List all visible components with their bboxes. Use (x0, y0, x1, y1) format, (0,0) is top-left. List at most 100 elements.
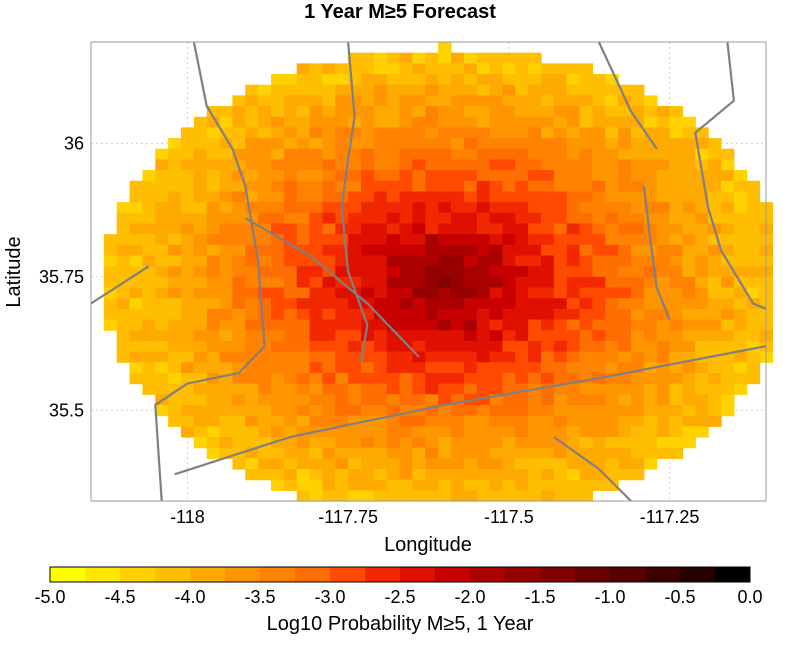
heatmap-cell (155, 212, 169, 225)
heatmap-cell (463, 372, 478, 385)
heatmap-cell (335, 458, 349, 470)
heatmap-cell (206, 340, 221, 353)
heatmap-cell (361, 52, 375, 64)
heatmap-cell (412, 458, 426, 470)
heatmap-cell (155, 244, 169, 257)
heatmap-cell (425, 319, 439, 331)
heatmap-cell (592, 468, 606, 481)
heatmap-cell (296, 458, 311, 470)
heatmap-cell (631, 159, 645, 171)
heatmap-cell (541, 468, 555, 481)
heatmap-cell (335, 244, 349, 257)
heatmap-cell (618, 116, 632, 128)
heatmap-cell (296, 447, 311, 459)
heatmap-cell (631, 372, 645, 385)
heatmap-cell (746, 191, 761, 203)
heatmap-cell (322, 426, 336, 438)
heatmap-cell (348, 159, 362, 171)
heatmap-cell (528, 84, 542, 96)
heatmap-cell (309, 95, 324, 107)
heatmap-cell (502, 276, 516, 289)
heatmap-cell (258, 159, 272, 171)
heatmap-cell (373, 287, 388, 299)
heatmap-cell (361, 426, 375, 438)
heatmap-cell (515, 340, 529, 353)
heatmap-cell (618, 95, 632, 107)
heatmap-cell (605, 138, 619, 150)
heatmap-cell (618, 319, 632, 331)
heatmap-cell (296, 479, 311, 491)
heatmap-cell (373, 266, 388, 278)
heatmap-cell (271, 116, 285, 128)
heatmap-cell (283, 319, 298, 331)
heatmap-cell (592, 116, 606, 128)
heatmap-cell (193, 180, 208, 193)
heatmap-cell (579, 458, 594, 470)
heatmap-cell (116, 330, 131, 342)
heatmap-cell (309, 170, 324, 182)
heatmap-cell (631, 266, 645, 278)
heatmap-cell (605, 436, 619, 449)
heatmap-cell (451, 308, 465, 321)
heatmap-cell (605, 362, 619, 374)
heatmap-cell (322, 170, 336, 182)
heatmap-cell (463, 116, 478, 128)
heatmap-cell (232, 319, 246, 331)
heatmap-cell (271, 372, 285, 385)
heatmap-cell (309, 330, 324, 342)
heatmap-cell (541, 170, 555, 182)
heatmap-cell (361, 255, 375, 267)
heatmap-cell (515, 52, 529, 64)
heatmap-cell (399, 287, 414, 299)
heatmap-cell (746, 266, 761, 278)
heatmap-cell (181, 415, 195, 427)
heatmap-cell (669, 447, 684, 459)
colorbar-swatch (190, 567, 226, 582)
heatmap-cell (309, 458, 324, 470)
heatmap-cell (399, 63, 414, 75)
heatmap-cell (425, 383, 439, 395)
heatmap-cell (335, 394, 349, 406)
heatmap-cell (258, 319, 272, 331)
heatmap-cell (181, 426, 195, 438)
heatmap-cell (425, 138, 439, 150)
heatmap-cell (386, 340, 401, 353)
heatmap-cell (129, 330, 144, 342)
heatmap-cell (695, 372, 709, 385)
heatmap-cell (361, 266, 375, 278)
heatmap-cell (335, 287, 349, 299)
heatmap-cell (463, 63, 478, 75)
heatmap-cell (373, 479, 388, 491)
heatmap-cell (296, 223, 311, 235)
heatmap-cell (476, 95, 491, 107)
heatmap-cell (553, 404, 568, 417)
heatmap-cell (695, 159, 709, 171)
heatmap-cell (553, 191, 568, 203)
heatmap-cell (258, 116, 272, 128)
heatmap-cell (232, 426, 246, 438)
heatmap-cell (528, 212, 542, 225)
heatmap-cell (348, 308, 362, 321)
heatmap-cell (721, 372, 735, 385)
heatmap-cell (283, 212, 298, 225)
heatmap-cell (592, 383, 606, 395)
heatmap-cell (348, 84, 362, 96)
heatmap-cell (348, 319, 362, 331)
heatmap-cell (746, 372, 761, 385)
heatmap-cell (412, 159, 426, 171)
heatmap-cell (309, 436, 324, 449)
colorbar-swatch (645, 567, 681, 582)
heatmap-cell (528, 74, 542, 86)
heatmap-cell (386, 490, 401, 502)
heatmap-cell (721, 351, 735, 363)
heatmap-cell (386, 138, 401, 150)
heatmap-cell (605, 287, 619, 299)
heatmap-cell (553, 415, 568, 427)
heatmap-cell (386, 116, 401, 128)
heatmap-cell (386, 426, 401, 438)
heatmap-cell (181, 372, 195, 385)
heatmap-cell (168, 148, 182, 161)
heatmap-cell (541, 319, 555, 331)
colorbar-tick-label: -3.0 (314, 587, 345, 607)
heatmap-cell (579, 372, 594, 385)
